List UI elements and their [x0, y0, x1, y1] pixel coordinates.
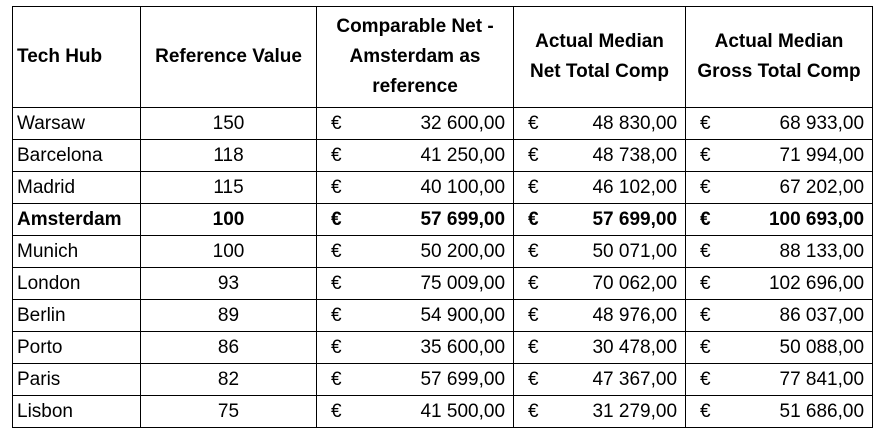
- reference-cell: 115: [140, 171, 317, 204]
- amount-cell: 41 500,00: [352, 395, 515, 428]
- currency-cell: €: [685, 235, 722, 268]
- amount-cell: 75 009,00: [352, 267, 515, 300]
- column-header: Tech Hub: [12, 6, 141, 108]
- city-cell: Berlin: [12, 299, 141, 332]
- amount-cell: 57 699,00: [352, 363, 515, 396]
- table-row: Warsaw 150 €32 600,00 €48 830,00 €68 933,00: [12, 107, 874, 140]
- amount-cell: 67 202,00: [721, 171, 874, 204]
- amount-cell: 54 900,00: [352, 299, 515, 332]
- amount-cell: 51 686,00: [721, 395, 874, 428]
- currency-cell: €: [685, 395, 722, 428]
- amount-cell: 30 478,00: [549, 331, 687, 364]
- city-cell: Lisbon: [12, 395, 141, 428]
- amount-cell: 41 250,00: [352, 139, 515, 172]
- reference-cell: 89: [140, 299, 317, 332]
- amount-cell: 31 279,00: [549, 395, 687, 428]
- column-header: Actual Median Net Total Comp: [513, 6, 687, 108]
- table-row: Munich 100 €50 200,00 €50 071,00 €88 133,00: [12, 235, 874, 268]
- currency-cell: €: [513, 203, 550, 236]
- amount-cell: 50 200,00: [352, 235, 515, 268]
- amount-cell: 40 100,00: [352, 171, 515, 204]
- currency-cell: €: [316, 363, 353, 396]
- currency-cell: €: [513, 235, 550, 268]
- table-row: Berlin 89 €54 900,00 €48 976,00 €86 037,00: [12, 299, 874, 332]
- spreadsheet: Tech Hub Reference Value Comparable Net - …: [12, 6, 874, 428]
- currency-cell: €: [513, 363, 550, 396]
- compensation-table: Tech Hub Reference Value Comparable Net - …: [12, 6, 874, 428]
- city-cell: Munich: [12, 235, 141, 268]
- currency-cell: €: [513, 171, 550, 204]
- city-cell: Amsterdam: [12, 203, 141, 236]
- currency-cell: €: [316, 171, 353, 204]
- reference-cell: 118: [140, 139, 317, 172]
- amount-cell: 68 933,00: [721, 107, 874, 140]
- city-cell: Warsaw: [12, 107, 141, 140]
- amount-cell: 47 367,00: [549, 363, 687, 396]
- amount-cell: 77 841,00: [721, 363, 874, 396]
- table-row: Madrid 115 €40 100,00 €46 102,00 €67 202,00: [12, 171, 874, 204]
- amount-cell: 32 600,00: [352, 107, 515, 140]
- table-row: Barcelona 118 €41 250,00 €48 738,00 €71 994,…: [12, 139, 874, 172]
- currency-cell: €: [316, 203, 353, 236]
- currency-cell: €: [685, 267, 722, 300]
- city-cell: Paris: [12, 363, 141, 396]
- currency-cell: €: [685, 331, 722, 364]
- amount-cell: 50 071,00: [549, 235, 687, 268]
- amount-cell: 100 693,00: [721, 203, 874, 236]
- amount-cell: 48 976,00: [549, 299, 687, 332]
- currency-cell: €: [685, 171, 722, 204]
- city-cell: Madrid: [12, 171, 141, 204]
- city-cell: London: [12, 267, 141, 300]
- currency-cell: €: [513, 107, 550, 140]
- column-header: Reference Value: [140, 6, 317, 108]
- amount-cell: 71 994,00: [721, 139, 874, 172]
- currency-cell: €: [316, 107, 353, 140]
- amount-cell: 48 830,00: [549, 107, 687, 140]
- reference-cell: 75: [140, 395, 317, 428]
- currency-cell: €: [316, 235, 353, 268]
- amount-cell: 86 037,00: [721, 299, 874, 332]
- table-row: Amsterdam 100 €57 699,00 €57 699,00 €100 693…: [12, 203, 874, 236]
- currency-cell: €: [685, 299, 722, 332]
- reference-cell: 100: [140, 203, 317, 236]
- amount-cell: 88 133,00: [721, 235, 874, 268]
- currency-cell: €: [513, 139, 550, 172]
- currency-cell: €: [685, 363, 722, 396]
- header-row: Tech Hub Reference Value Comparable Net - …: [12, 6, 874, 108]
- table-row: Porto 86 €35 600,00 €30 478,00 €50 088,00: [12, 331, 874, 364]
- column-header: Actual Median Gross Total Comp: [685, 6, 874, 108]
- column-header: Comparable Net - Amsterdam as reference: [315, 6, 515, 108]
- currency-cell: €: [316, 139, 353, 172]
- currency-cell: €: [316, 331, 353, 364]
- table-row: Paris 82 €57 699,00 €47 367,00 €77 841,00: [12, 363, 874, 396]
- amount-cell: 70 062,00: [549, 267, 687, 300]
- currency-cell: €: [316, 267, 353, 300]
- table-body: Warsaw 150 €32 600,00 €48 830,00 €68 933,00 B…: [12, 107, 874, 428]
- amount-cell: 57 699,00: [549, 203, 687, 236]
- reference-cell: 93: [140, 267, 317, 300]
- table-row: Lisbon 75 €41 500,00 €31 279,00 €51 686,00: [12, 395, 874, 428]
- reference-cell: 100: [140, 235, 317, 268]
- city-cell: Barcelona: [12, 139, 141, 172]
- currency-cell: €: [513, 267, 550, 300]
- currency-cell: €: [685, 139, 722, 172]
- table-row: London 93 €75 009,00 €70 062,00 €102 696,00: [12, 267, 874, 300]
- amount-cell: 102 696,00: [721, 267, 874, 300]
- currency-cell: €: [316, 299, 353, 332]
- currency-cell: €: [685, 107, 722, 140]
- currency-cell: €: [316, 395, 353, 428]
- currency-cell: €: [513, 299, 550, 332]
- amount-cell: 46 102,00: [549, 171, 687, 204]
- reference-cell: 82: [140, 363, 317, 396]
- city-cell: Porto: [12, 331, 141, 364]
- amount-cell: 48 738,00: [549, 139, 687, 172]
- amount-cell: 35 600,00: [352, 331, 515, 364]
- currency-cell: €: [685, 203, 722, 236]
- amount-cell: 57 699,00: [352, 203, 515, 236]
- currency-cell: €: [513, 331, 550, 364]
- reference-cell: 86: [140, 331, 317, 364]
- amount-cell: 50 088,00: [721, 331, 874, 364]
- reference-cell: 150: [140, 107, 317, 140]
- currency-cell: €: [513, 395, 550, 428]
